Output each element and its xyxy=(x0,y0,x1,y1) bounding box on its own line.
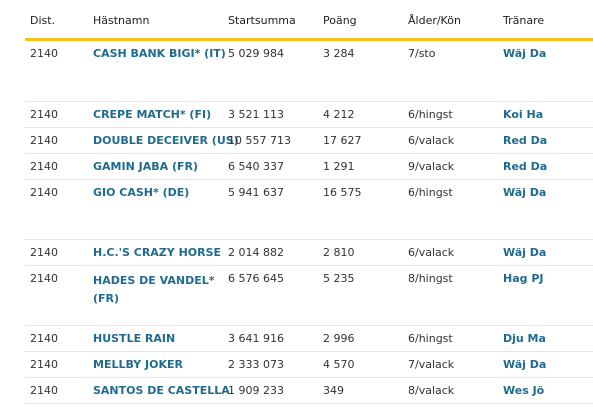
table-row: 2140 H.C.'S CRAZY HORSE 2 014 882 2 810 … xyxy=(25,240,593,266)
row-points: 5 235 xyxy=(323,272,355,285)
table-row: 2140 MELLBY JOKER 2 333 073 4 570 7/vala… xyxy=(25,352,593,378)
horse-name-link[interactable]: CASH BANK BIGI* (IT) xyxy=(93,47,226,60)
row-points: 3 284 xyxy=(323,47,355,60)
trainer-link[interactable]: Red Da xyxy=(503,134,548,147)
header-points: Poäng xyxy=(323,14,357,27)
header-trainer: Tränare xyxy=(503,14,545,27)
row-start-sum: 1 909 233 xyxy=(228,384,284,397)
row-points: 349 xyxy=(323,384,344,397)
row-start-sum: 5 941 637 xyxy=(228,186,284,199)
trainer-link[interactable]: Wäj Da xyxy=(503,186,547,199)
row-dist: 2140 xyxy=(30,246,58,259)
row-age-sex: 7/valack xyxy=(408,358,455,371)
trainer-link[interactable]: Koi Ha xyxy=(503,108,544,121)
table-row: 2140 SANTOS DE CASTELLA 1 909 233 349 8/… xyxy=(25,378,593,404)
horse-name-link[interactable]: HADES DE VANDEL* (FR) xyxy=(93,272,214,308)
row-points: 2 810 xyxy=(323,246,355,259)
horse-name-link[interactable]: MELLBY JOKER xyxy=(93,358,184,371)
trainer-link[interactable]: Red Da xyxy=(503,160,548,173)
header-dist: Dist. xyxy=(30,14,56,27)
row-dist: 2140 xyxy=(30,358,58,371)
row-dist: 2140 xyxy=(30,332,58,345)
row-start-sum: 3 521 113 xyxy=(228,108,284,121)
trainer-link[interactable]: Dju Ma xyxy=(503,332,546,345)
row-dist: 2140 xyxy=(30,272,58,285)
row-dist: 2140 xyxy=(30,186,58,199)
row-dist: 2140 xyxy=(30,108,58,121)
row-start-sum: 6 540 337 xyxy=(228,160,284,173)
row-dist: 2140 xyxy=(30,134,58,147)
row-start-sum: 10 557 713 xyxy=(228,134,291,147)
table-header: Dist. Hästnamn Startsumma Poäng Ålder/Kö… xyxy=(25,0,593,41)
horse-name-link[interactable]: GIO CASH* (DE) xyxy=(93,186,190,199)
row-age-sex: 6/hingst xyxy=(408,186,453,199)
row-start-sum: 6 576 645 xyxy=(228,272,284,285)
horse-name-link[interactable]: SANTOS DE CASTELLA xyxy=(93,384,230,397)
row-points: 4 570 xyxy=(323,358,355,371)
row-age-sex: 6/hingst xyxy=(408,332,453,345)
horse-name-link[interactable]: DOUBLE DECEIVER (US) xyxy=(93,134,239,147)
row-points: 2 996 xyxy=(323,332,355,345)
table-row: 2140 HUSTLE RAIN 3 641 916 2 996 6/hings… xyxy=(25,326,593,352)
horse-name-link[interactable]: HUSTLE RAIN xyxy=(93,332,176,345)
row-age-sex: 9/valack xyxy=(408,160,455,173)
row-age-sex: 8/hingst xyxy=(408,272,453,285)
horse-name-link[interactable]: GAMIN JABA (FR) xyxy=(93,160,198,173)
row-age-sex: 6/valack xyxy=(408,134,455,147)
horse-name-line-2: (FR) xyxy=(93,292,120,305)
trainer-link[interactable]: Hag PJ xyxy=(503,272,544,285)
table-row: 2140 GAMIN JABA (FR) 6 540 337 1 291 9/v… xyxy=(25,154,593,180)
row-age-sex: 8/valack xyxy=(408,384,455,397)
table-row: 2140 HADES DE VANDEL* (FR) 6 576 645 5 23… xyxy=(25,266,593,326)
table-row: 2140 DOUBLE DECEIVER (US) 10 557 713 17 … xyxy=(25,128,593,154)
results-table: Dist. Hästnamn Startsumma Poäng Ålder/Kö… xyxy=(25,0,593,404)
row-dist: 2140 xyxy=(30,384,58,397)
row-points: 4 212 xyxy=(323,108,355,121)
trainer-link[interactable]: Wäj Da xyxy=(503,47,547,60)
trainer-link[interactable]: Wes Jö xyxy=(503,384,545,397)
row-age-sex: 6/hingst xyxy=(408,108,453,121)
header-age-sex: Ålder/Kön xyxy=(408,14,461,27)
horse-name-link[interactable]: H.C.'S CRAZY HORSE xyxy=(93,246,222,259)
row-dist: 2140 xyxy=(30,160,58,173)
header-horse-name: Hästnamn xyxy=(93,14,150,27)
trainer-link[interactable]: Wäj Da xyxy=(503,246,547,259)
row-points: 16 575 xyxy=(323,186,362,199)
row-dist: 2140 xyxy=(30,47,58,60)
trainer-link[interactable]: Wäj Da xyxy=(503,358,547,371)
row-start-sum: 3 641 916 xyxy=(228,332,284,345)
row-start-sum: 2 014 882 xyxy=(228,246,284,259)
row-age-sex: 6/valack xyxy=(408,246,455,259)
row-start-sum: 5 029 984 xyxy=(228,47,284,60)
row-start-sum: 2 333 073 xyxy=(228,358,284,371)
table-row: 2140 CREPE MATCH* (FI) 3 521 113 4 212 6… xyxy=(25,102,593,128)
table-row: 2140 CASH BANK BIGI* (IT) 5 029 984 3 28… xyxy=(25,41,593,102)
row-age-sex: 7/sto xyxy=(408,47,436,60)
row-points: 17 627 xyxy=(323,134,362,147)
header-start-sum: Startsumma xyxy=(228,14,296,27)
horse-name-link[interactable]: CREPE MATCH* (FI) xyxy=(93,108,212,121)
row-points: 1 291 xyxy=(323,160,355,173)
table-row: 2140 GIO CASH* (DE) 5 941 637 16 575 6/h… xyxy=(25,180,593,240)
horse-name-line-1: HADES DE VANDEL* xyxy=(93,274,215,287)
